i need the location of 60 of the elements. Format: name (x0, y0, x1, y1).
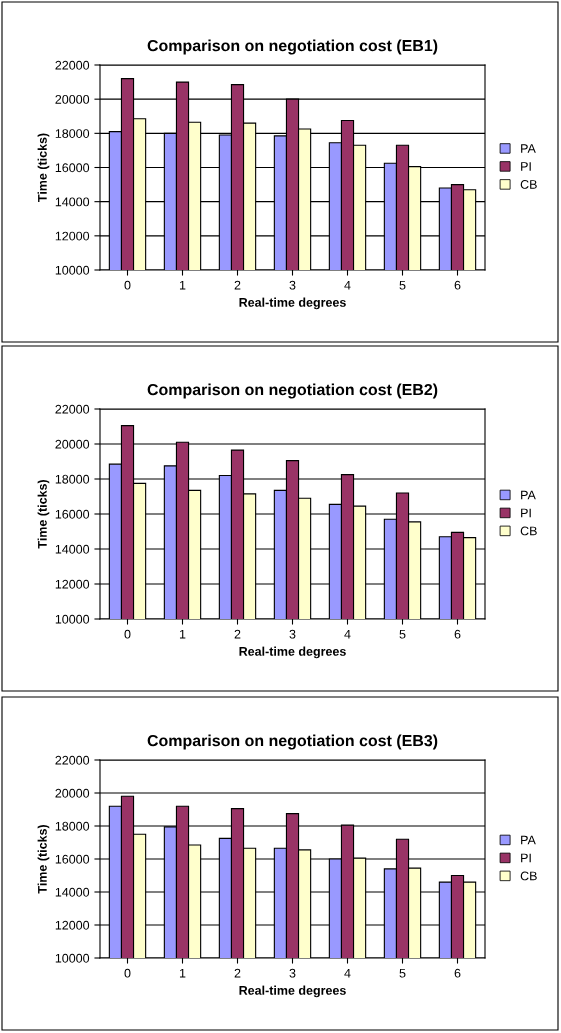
y-tick-label: 16000 (55, 509, 90, 519)
y-tick-label: 22000 (55, 60, 90, 70)
x-tick-label: 0 (124, 280, 131, 290)
x-axis-title: Real-time degrees (239, 646, 346, 659)
chart-title: Comparison on negotiation cost (EB3) (147, 734, 438, 750)
y-tick-label: 20000 (55, 788, 90, 798)
y-tick-label: 18000 (55, 129, 90, 138)
chart-title: Comparison on negotiation cost (EB1) (147, 39, 438, 55)
x-tick-label: 6 (454, 280, 461, 290)
y-tick-label: 20000 (55, 439, 90, 449)
y-tick-label: 12000 (55, 231, 90, 241)
x-axis-title: Real-time degrees (239, 985, 346, 998)
legend-label: PA (521, 144, 536, 153)
x-tick-label: 2 (234, 280, 241, 290)
y-tick-label: 18000 (55, 474, 90, 484)
legend-label: PA (521, 835, 536, 845)
x-tick-label: 5 (399, 280, 406, 290)
y-tick-label: 18000 (55, 821, 90, 831)
x-tick-label: 5 (399, 968, 406, 978)
legend-label: PI (521, 162, 531, 171)
y-tick-label: 14000 (55, 544, 90, 554)
y-tick-label: 22000 (55, 755, 90, 765)
x-tick-label: 5 (399, 629, 406, 639)
y-tick-label: 14000 (55, 887, 90, 897)
y-tick-label: 12000 (55, 579, 90, 589)
x-tick-label: 1 (179, 280, 186, 290)
y-axis-title: Time (ticks) (37, 133, 50, 202)
x-tick-label: 4 (344, 968, 351, 978)
y-tick-label: 20000 (55, 94, 90, 104)
x-tick-label: 3 (289, 280, 296, 290)
x-tick-label: 2 (234, 968, 241, 978)
y-tick-label: 10000 (55, 953, 90, 963)
y-tick-label: 10000 (55, 614, 90, 624)
x-tick-label: 1 (179, 629, 186, 639)
legend-label: CB (520, 180, 537, 189)
x-tick-label: 0 (124, 629, 131, 639)
y-axis-title: Time (ticks) (37, 825, 50, 894)
chart-title: Comparison on negotiation cost (EB2) (147, 383, 438, 399)
x-tick-label: 3 (289, 968, 296, 978)
legend-label: PA (521, 490, 536, 500)
legend-label: CB (520, 526, 537, 536)
x-tick-label: 0 (124, 968, 131, 978)
x-axis-title: Real-time degrees (239, 297, 346, 310)
y-tick-label: 14000 (55, 197, 90, 207)
x-tick-label: 6 (454, 968, 461, 978)
y-tick-label: 16000 (55, 163, 90, 173)
y-tick-label: 22000 (55, 404, 90, 414)
x-tick-label: 2 (234, 629, 241, 639)
y-tick-label: 12000 (55, 920, 90, 930)
y-tick-label: 10000 (55, 265, 90, 275)
x-tick-label: 3 (289, 629, 296, 639)
legend-label: PI (521, 508, 531, 518)
y-tick-label: 16000 (55, 854, 90, 864)
legend-label: CB (520, 871, 537, 881)
x-tick-label: 4 (344, 280, 351, 290)
y-axis-title: Time (ticks) (37, 480, 50, 549)
x-tick-label: 6 (454, 629, 461, 639)
x-tick-label: 1 (179, 968, 186, 978)
x-tick-label: 4 (344, 629, 351, 639)
legend-label: PI (521, 853, 531, 863)
